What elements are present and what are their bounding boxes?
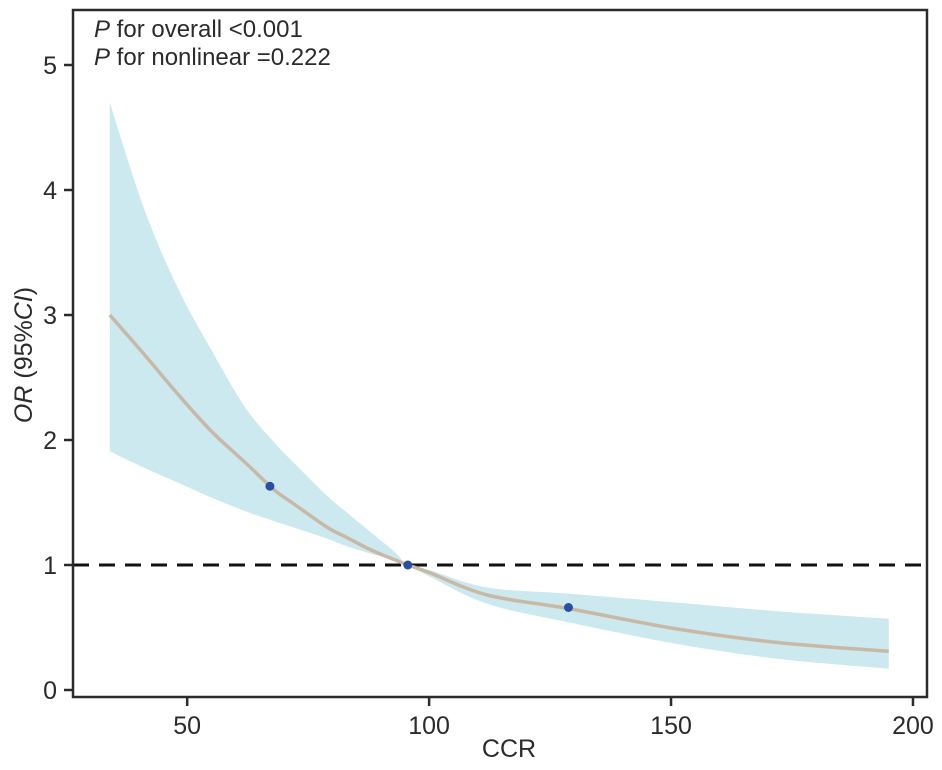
annotation-text: for nonlinear =0.222 <box>110 44 331 71</box>
y-label-ci: CI <box>10 295 38 320</box>
data-point <box>563 603 573 612</box>
annotation-p: P <box>94 44 110 71</box>
annotation-nonlinear: P for nonlinear =0.222 <box>94 44 331 71</box>
y-tick-label: 1 <box>43 552 57 580</box>
x-tick-label: 200 <box>892 712 934 740</box>
y-tick-label: 3 <box>43 302 57 330</box>
x-axis-label: CCR <box>482 735 536 763</box>
annotation-text: for overall <0.001 <box>110 16 303 43</box>
plot-frame <box>71 8 929 699</box>
y-tick-label: 5 <box>43 52 57 80</box>
ci-band <box>109 102 889 669</box>
y-label-95: (95% <box>10 320 38 385</box>
y-label-or: OR <box>10 386 38 424</box>
data-point <box>403 560 413 570</box>
data-point <box>265 481 275 491</box>
annotation-overall: P for overall <0.001 <box>94 16 303 43</box>
x-tick-label: 50 <box>173 712 201 740</box>
y-label-close: ) <box>10 287 38 295</box>
y-tick-label: 4 <box>43 177 57 205</box>
annotation-p: P <box>94 16 110 43</box>
x-tick-label: 150 <box>650 712 692 740</box>
y-axis-label: OR (95%CI) <box>10 287 38 423</box>
estimate-line <box>108 313 889 653</box>
x-tick-label: 100 <box>408 712 450 740</box>
y-tick-label: 2 <box>43 427 57 455</box>
y-tick-label: 0 <box>43 677 57 705</box>
